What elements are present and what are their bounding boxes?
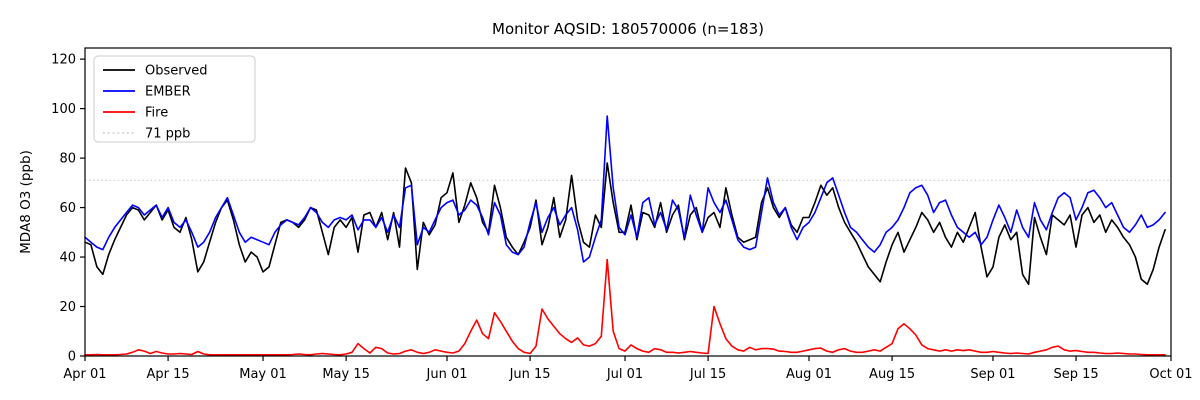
x-tick-label: Jun 01 xyxy=(426,367,468,382)
y-tick-label: 20 xyxy=(59,300,76,315)
x-tick-label: Jul 01 xyxy=(606,367,643,382)
x-tick-label: Aug 15 xyxy=(869,367,915,382)
legend: Observed EMBER Fire 71 ppb xyxy=(93,55,256,143)
series-line-fire xyxy=(84,258,1166,356)
legend-label: EMBER xyxy=(145,85,191,100)
y-tick-label: 80 xyxy=(59,152,76,167)
y-tick-label: 40 xyxy=(59,251,76,266)
x-tick-label: Sep 01 xyxy=(970,367,1015,382)
chart-title: Monitor AQSID: 180570006 (n=183) xyxy=(492,20,764,38)
x-tick-label: Oct 01 xyxy=(1149,367,1192,382)
x-tick-label: Jun 15 xyxy=(509,367,551,382)
legend-box xyxy=(93,55,256,143)
x-tick-label: May 15 xyxy=(322,367,370,382)
y-axis-label: MDA8 O3 (ppb) xyxy=(18,150,34,254)
series-line-ember xyxy=(84,115,1166,263)
x-tick-label: Aug 01 xyxy=(786,367,832,382)
x-tick-label: May 01 xyxy=(239,367,287,382)
y-tick-label: 0 xyxy=(68,350,76,365)
x-tick-label: Apr 15 xyxy=(146,367,189,382)
x-tick-label: Apr 01 xyxy=(63,367,106,382)
legend-label: Observed xyxy=(145,64,208,79)
legend-label: 71 ppb xyxy=(145,127,190,142)
x-tick-label: Jul 15 xyxy=(689,367,726,382)
legend-label: Fire xyxy=(145,106,168,121)
axes-frame xyxy=(84,47,1172,357)
y-tick-label: 100 xyxy=(51,102,76,117)
x-tick-label: Sep 15 xyxy=(1053,367,1098,382)
y-tick-label: 60 xyxy=(59,201,76,216)
y-tick-label: 120 xyxy=(51,53,76,68)
series-line-observed xyxy=(84,162,1166,286)
